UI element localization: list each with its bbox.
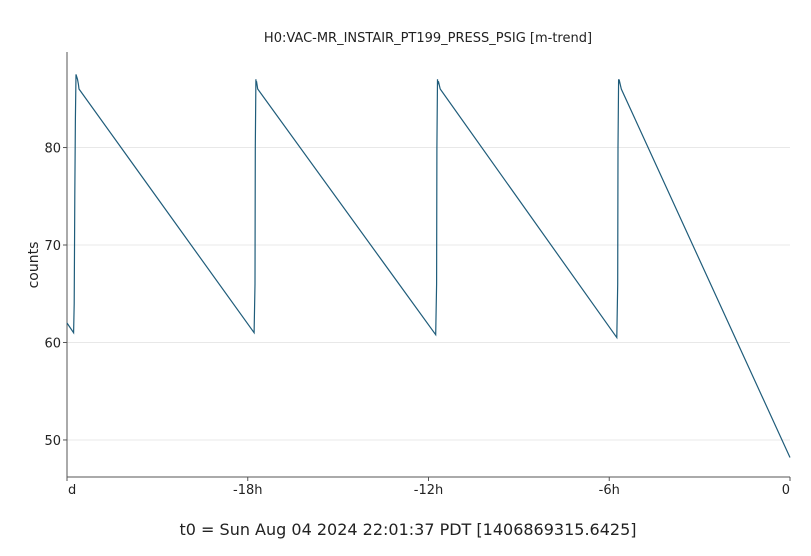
x-tick-label: -18h <box>233 483 262 498</box>
y-tick-label: 60 <box>44 336 61 351</box>
y-tick-group: 50 60 70 80 <box>44 142 67 449</box>
y-tick-label: 70 <box>44 239 61 254</box>
x-tick-label: d <box>68 483 76 498</box>
x-tick-label: -6h <box>599 483 620 498</box>
x-tick-label: -12h <box>414 483 443 498</box>
y-tick-label: 80 <box>44 142 61 157</box>
grid-layer <box>67 147 790 441</box>
x-tick-label: 0 <box>782 483 790 498</box>
t0-footer: t0 = Sun Aug 04 2024 22:01:37 PDT [14068… <box>180 520 637 539</box>
series-line-0 <box>66 74 791 458</box>
chart-title: H0:VAC-MR_INSTAIR_PT199_PRESS_PSIG [m-tr… <box>264 31 592 46</box>
y-tick-label: 50 <box>44 434 61 449</box>
x-tick-group: d -18h -12h -6h 0 <box>66 477 791 498</box>
y-axis-label: counts <box>26 242 42 289</box>
